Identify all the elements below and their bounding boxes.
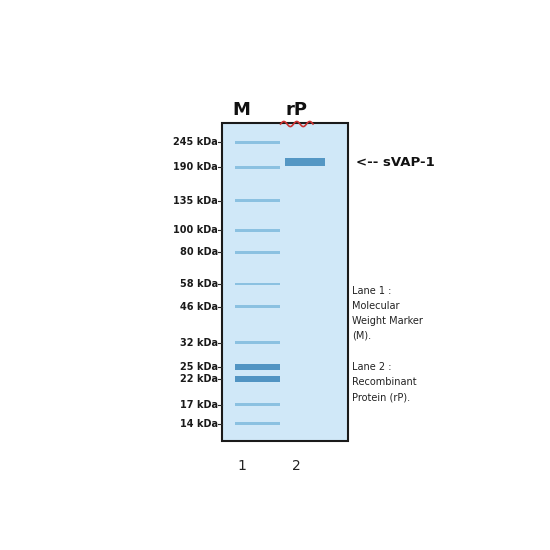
Bar [235, 341, 280, 344]
Bar [235, 305, 280, 309]
Text: 245 kDa: 245 kDa [173, 138, 218, 147]
Text: 46 kDa: 46 kDa [180, 302, 218, 312]
Bar [235, 141, 280, 144]
Text: 14 kDa: 14 kDa [180, 419, 218, 429]
Bar [235, 283, 280, 285]
Bar [235, 229, 280, 232]
Bar [285, 158, 325, 167]
Text: 25 kDa: 25 kDa [180, 362, 218, 372]
Bar [235, 166, 280, 169]
Text: 190 kDa: 190 kDa [173, 162, 218, 172]
Text: rP: rP [286, 101, 308, 119]
Text: 135 kDa: 135 kDa [173, 196, 218, 206]
Bar [235, 251, 280, 254]
Text: Lane 1 :
Molecular
Weight Marker
(M).: Lane 1 : Molecular Weight Marker (M). [352, 286, 423, 340]
Text: <-- sVAP-1: <-- sVAP-1 [356, 156, 435, 169]
Text: 58 kDa: 58 kDa [180, 279, 218, 289]
Text: M: M [233, 101, 250, 119]
Text: 80 kDa: 80 kDa [180, 248, 218, 257]
Bar [235, 422, 280, 425]
Text: 17 kDa: 17 kDa [180, 400, 218, 410]
Text: 1: 1 [237, 459, 246, 473]
Text: 100 kDa: 100 kDa [173, 226, 218, 235]
Bar [222, 123, 348, 441]
Bar [235, 200, 280, 202]
Bar [235, 403, 280, 406]
Text: 32 kDa: 32 kDa [180, 338, 218, 348]
Bar [235, 376, 280, 382]
Text: 2: 2 [293, 459, 301, 473]
Bar [235, 364, 280, 370]
Text: Lane 2 :
Recombinant
Protein (rP).: Lane 2 : Recombinant Protein (rP). [352, 362, 417, 402]
Text: 22 kDa: 22 kDa [180, 375, 218, 384]
